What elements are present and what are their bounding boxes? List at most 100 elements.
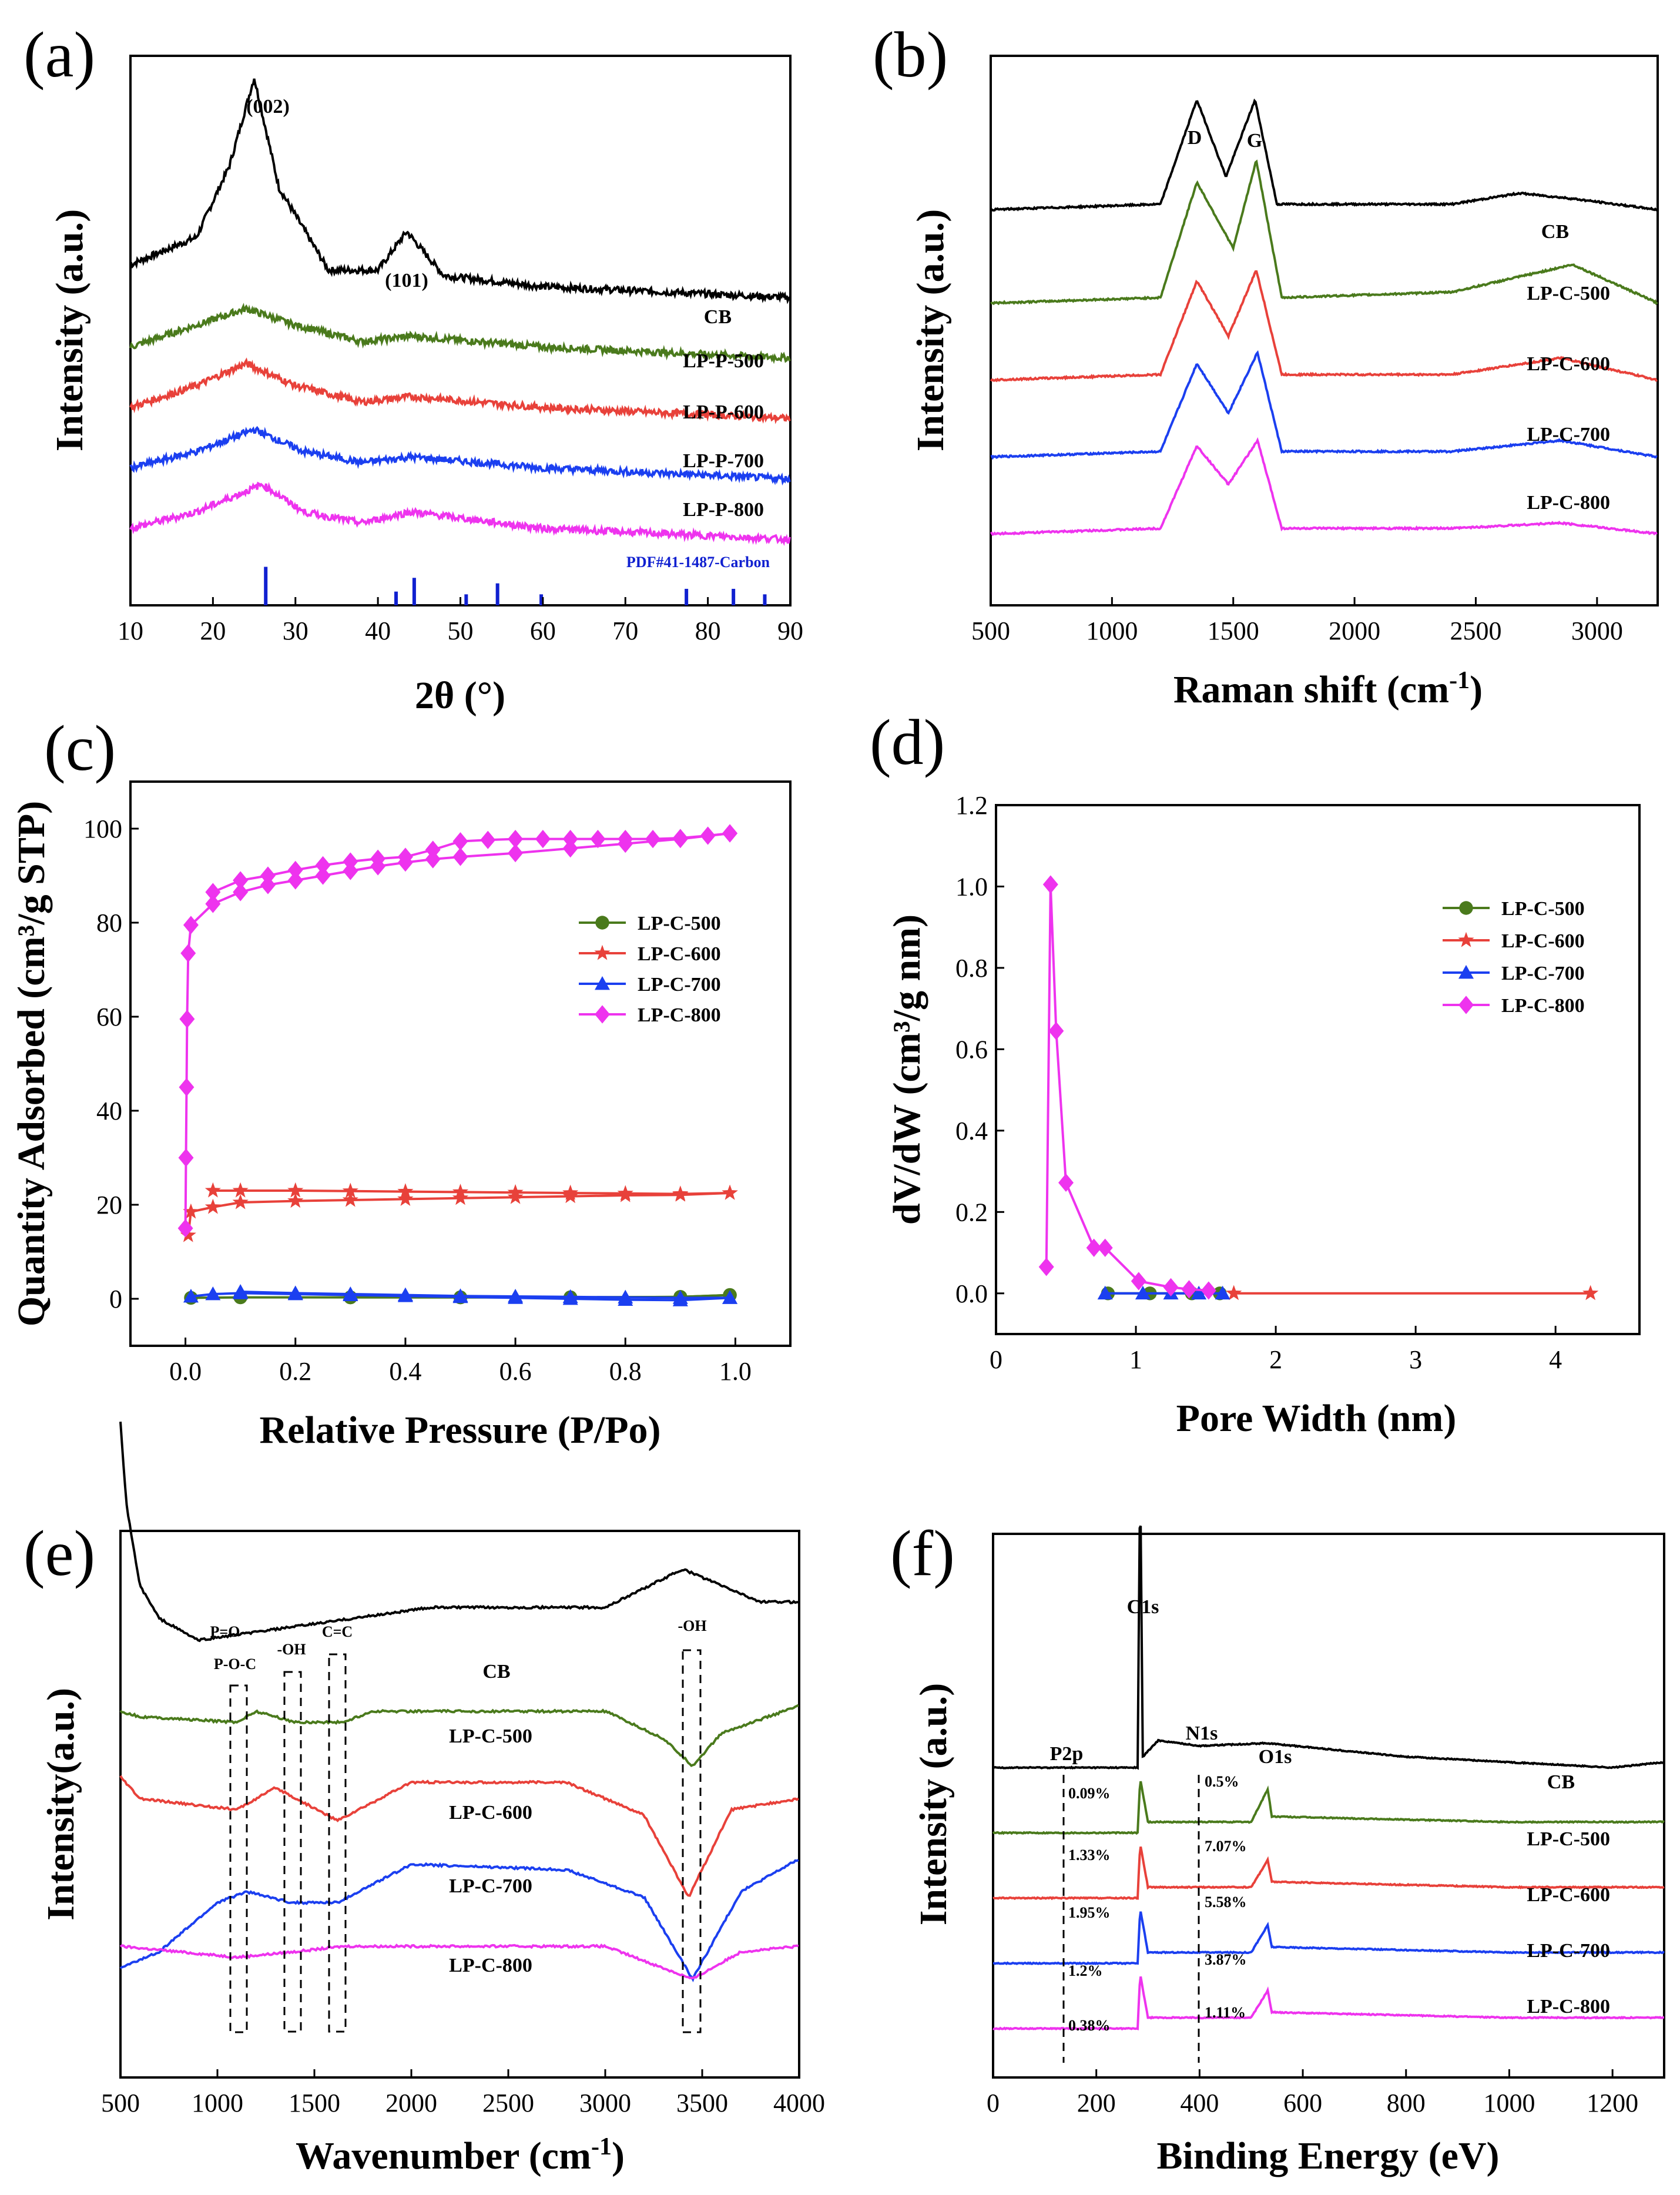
y-axis-title-a: Intensity (a.u.) [48,209,91,452]
data-point-c-lp-c-700 [183,1289,199,1303]
y-tick-label-d: 0.4 [955,1117,988,1145]
panel-label-f: (f) [890,1517,955,1589]
legend-marker-c [595,916,609,930]
y-tick-label-d: 0.6 [955,1035,988,1064]
data-point-c-lp-c-800 [205,883,221,902]
series-line-a-lp-p-700 [129,425,791,486]
series-label-f-600: LP-C-600 [1527,1884,1610,1906]
data-point-c-lp-c-600 [287,1192,304,1208]
y-tick-label-c: 0 [109,1285,122,1313]
data-point-c-lp-c-800 [397,847,413,866]
series-line-f-lp-c-500 [992,1781,1665,1835]
box-oh-high [682,1649,702,2033]
series-line-e-lp-c-500 [119,1704,799,1767]
series-line-a-lp-p-600 [129,357,791,424]
panel-label-d: (d) [870,706,945,778]
x-tick-label-e: 2000 [385,2089,437,2117]
data-point-d-lp-c-700 [1215,1285,1230,1300]
data-point-c-lp-c-800 [562,839,578,858]
legend-label-c: LP-C-500 [638,913,721,934]
legend-label-c: LP-C-700 [638,974,721,996]
series-label-a-700: LP-P-700 [683,450,764,472]
data-point-c-lp-c-600 [204,1198,221,1214]
legend-marker-d [1459,901,1473,915]
data-point-c-lp-c-800 [618,830,633,849]
x-tick-label-e: 4000 [773,2089,825,2117]
series-line-b-lp-c-600 [990,270,1658,383]
data-point-c-lp-c-700 [672,1290,688,1304]
data-point-c-lp-c-700 [233,1284,249,1298]
legend-marker-d [1458,996,1474,1014]
data-point-c-lp-c-600 [672,1185,689,1201]
x-tick-label-a: 10 [118,616,143,645]
data-point-c-lp-c-800 [287,860,303,879]
data-point-c-lp-c-800 [233,883,249,902]
x-axis-title-e: Wavenumber (cm-1) [296,2133,625,2177]
data-point-c-lp-c-800 [260,876,276,894]
series-layer-f [992,1525,1665,2031]
series-line-b-cb [990,98,1658,212]
xtick-layer-a: 10 20 30 40 50 60 70 80 90 [118,597,803,645]
y-axis-title-e: Intensity(a.u.) [39,1688,82,1921]
plot-frame-b [990,55,1659,606]
series-label-b-800: LP-C-800 [1527,492,1610,514]
xtick-layer-e: 500 1000 1500 2000 2500 3000 3500 4000 [101,2069,825,2117]
series-label-a-cb: CB [704,306,732,328]
series-line-a-cb [129,78,791,304]
data-point-c-lp-c-600 [722,1184,738,1200]
n1s-percent-labels: 0.5% 7.07% 5.58% 3.87% 1.11% [1205,1773,1247,2021]
series-layer-d [1038,875,1599,1301]
data-point-c-lp-c-800 [508,830,524,849]
legend-marker-d [1458,931,1474,947]
n1s-percent-700: 3.87% [1205,1951,1247,1968]
y-tick-label-c: 100 [83,815,122,843]
x-tick-label-f: 600 [1283,2089,1322,2117]
data-point-c-lp-c-600 [507,1188,524,1204]
data-point-c-lp-c-600 [452,1184,469,1199]
data-point-c-lp-c-600 [507,1184,524,1199]
series-label-f-cb: CB [1547,1771,1575,1793]
n1s-percent-600: 5.58% [1205,1894,1247,1911]
data-point-d-lp-c-600 [1226,1285,1242,1301]
data-point-d-lp-c-800 [1042,875,1058,894]
panel-c: (c) 0.0 0.2 0.4 0.6 0.8 1.0 0 20 40 60 80 100 LP-C-… [10,712,792,1452]
x-tick-label-c: 0.6 [499,1357,532,1386]
series-line-e-lp-c-600 [119,1775,799,1897]
legend-label-d: LP-C-800 [1501,995,1585,1017]
x-tick-label-d: 0 [990,1345,1002,1374]
y-tick-label-c: 60 [96,1003,122,1031]
data-point-c-lp-c-800 [343,862,358,880]
panel-b: (b) 500 1000 1500 2000 2500 3000 D G CB LP-C-… [873,19,1659,711]
legend-d: LP-C-500 LP-C-600 LP-C-700 LP-C-800 [1443,898,1585,1017]
panel-d: (d) 0 1 2 3 40.00.20.40.60.81.01.2 LP-C-500L… [870,706,1641,1440]
series-label-a-800: LP-P-800 [683,499,764,521]
data-point-d-lp-c-800 [1058,1173,1074,1192]
y-axis-title-f: Intensity (a.u.) [912,1683,955,1926]
data-point-c-lp-c-800 [645,830,661,849]
plot-frame-c [129,780,792,1347]
data-point-c-lp-c-700 [722,1290,738,1304]
series-line-c-lp-c-600-desorption [213,1189,730,1195]
x-tick-label-f: 400 [1180,2089,1219,2117]
data-point-c-lp-c-600 [183,1203,199,1219]
p2p-percent-cb: 0.09% [1068,1785,1111,1802]
series-label-b-600: LP-C-600 [1527,353,1610,375]
legend-marker-d [1458,965,1474,979]
plot-frame-a [129,55,792,606]
series-label-e-700: LP-C-700 [449,1875,532,1897]
data-point-c-lp-c-600 [617,1185,633,1201]
data-point-c-lp-c-800 [180,944,196,963]
data-point-d-lp-c-800 [1131,1272,1146,1291]
x-tick-label-e: 1500 [289,2089,340,2117]
series-label-e-800: LP-C-800 [449,1955,532,1976]
y-tick-label-c: 80 [96,909,122,937]
x-tick-label-a: 80 [695,616,721,645]
panel-e: (e) 500 1000 1500 2000 2500 3000 3500 4000 P=O … [24,1422,825,2177]
data-point-c-lp-c-700 [205,1286,221,1301]
data-point-c-lp-c-800 [722,824,738,843]
y-tick-label-d: 0.8 [955,954,988,983]
x-tick-label-a: 70 [612,616,638,645]
x-tick-label-a: 40 [365,616,391,645]
data-point-d-lp-c-800 [1048,1021,1064,1040]
data-point-c-lp-c-800 [425,850,441,869]
